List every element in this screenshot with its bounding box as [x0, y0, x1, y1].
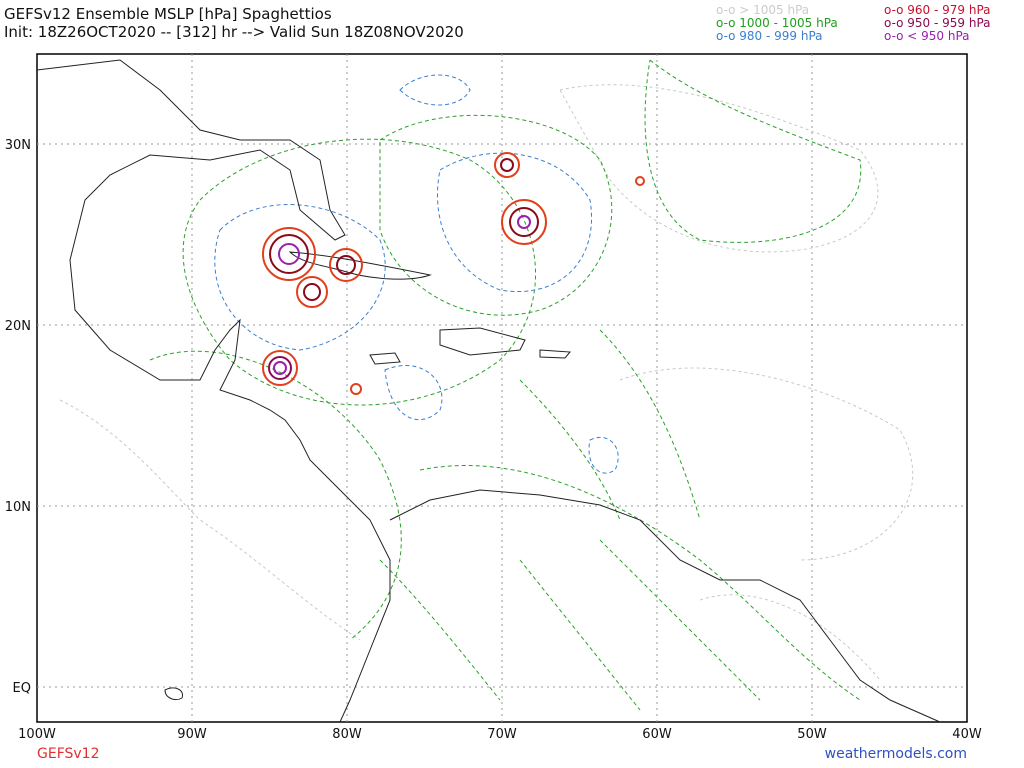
title: GEFSv12 Ensemble MSLP [hPa] Spaghettios [4, 5, 332, 23]
init-line: Init: 18Z26OCT2020 -- [312] hr --> Valid… [4, 23, 464, 41]
legend-item: o-o > 1005 hPa [716, 3, 809, 17]
lat-label: 30N [5, 138, 31, 153]
legend-item: o-o 950 - 959 hPa [884, 16, 991, 30]
legend-item: o-o 960 - 979 hPa [884, 3, 991, 17]
coastlines [36, 59, 941, 723]
lon-label: 70W [487, 727, 517, 742]
grid-lines [37, 54, 967, 722]
lon-label: 40W [952, 727, 982, 742]
light-contours [59, 84, 913, 681]
lon-label: 80W [332, 727, 362, 742]
blue-contours [214, 74, 619, 474]
lat-label: 10N [5, 500, 31, 515]
lon-label: 100W [18, 727, 56, 742]
legend-item: o-o < 950 hPa [884, 29, 970, 43]
lon-label: 60W [642, 727, 672, 742]
lat-label: 20N [5, 319, 31, 334]
map [36, 53, 968, 723]
axis-labels: 100W 90W 80W 70W 60W 50W 40W 30N 20N 10N EQ [5, 138, 982, 742]
lon-label: 50W [797, 727, 827, 742]
lat-label: EQ [13, 681, 31, 696]
legend-item: o-o 980 - 999 hPa [716, 29, 823, 43]
cyclone-markers [262, 152, 645, 395]
green-contours [149, 59, 862, 711]
model-label: GEFSv12 [37, 746, 100, 762]
legend-item: o-o 1000 - 1005 hPa [716, 16, 838, 30]
lon-label: 90W [177, 727, 207, 742]
site-label: weathermodels.com [825, 746, 967, 762]
